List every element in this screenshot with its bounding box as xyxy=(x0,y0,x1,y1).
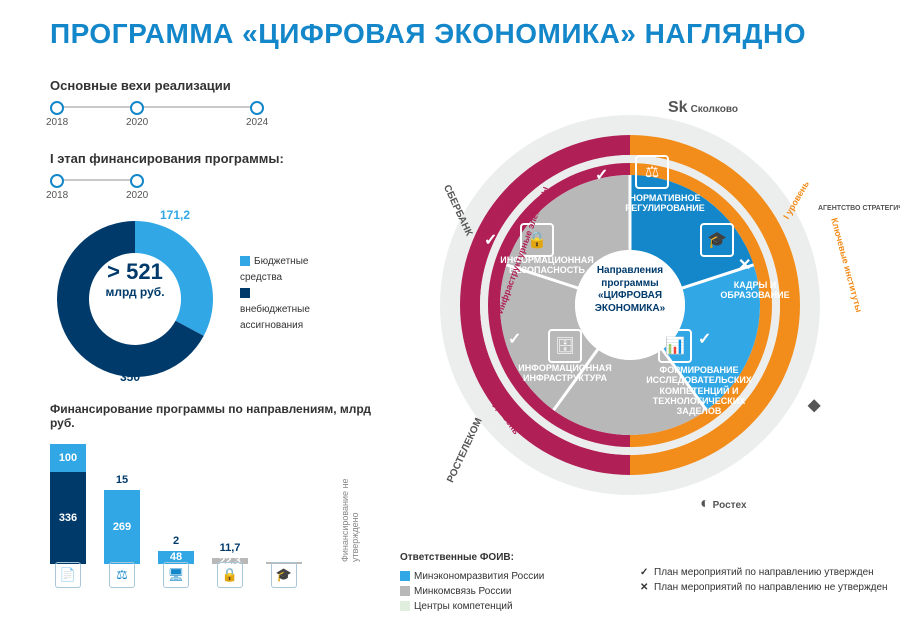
donut-total: > 521 xyxy=(85,259,185,285)
left-column: Основные вехи реализации 201820202024 I … xyxy=(50,78,390,564)
donut-unit: млрд руб. xyxy=(85,285,185,299)
stage1-heading: I этап финансирования программы: xyxy=(50,151,390,166)
milestones-timeline: 201820202024 xyxy=(50,99,390,121)
footer-marks: ✓План мероприятий по направлению утвержд… xyxy=(640,565,888,595)
bars-sidenote: Финансирование не утверждено xyxy=(340,434,360,562)
footer-legend: Ответственные ФОИВ:Минэкономразвития Рос… xyxy=(400,550,544,614)
bars-chart: 336100📄26915⚖482🖥22.311,7🔒🎓 xyxy=(50,434,390,564)
donut-center: > 521 млрд руб. xyxy=(85,259,185,299)
funding-donut: > 521 млрд руб. Бюджетные средствавнебюд… xyxy=(50,214,220,384)
donut-legend: Бюджетные средствавнебюджетные ассигнова… xyxy=(240,254,310,334)
bars-heading: Финансирование программы по направлениям… xyxy=(50,402,390,430)
stage1-timeline: 20182020 xyxy=(50,172,390,194)
page-title: ПРОГРАММА «ЦИФРОВАЯ ЭКОНОМИКА» НАГЛЯДНО xyxy=(50,18,806,50)
milestones-heading: Основные вехи реализации xyxy=(50,78,390,93)
program-circle: НОРМАТИВНОЕ РЕГУЛИРОВАНИЕ✓⚖КАДРЫ И ОБРАЗ… xyxy=(400,75,860,535)
